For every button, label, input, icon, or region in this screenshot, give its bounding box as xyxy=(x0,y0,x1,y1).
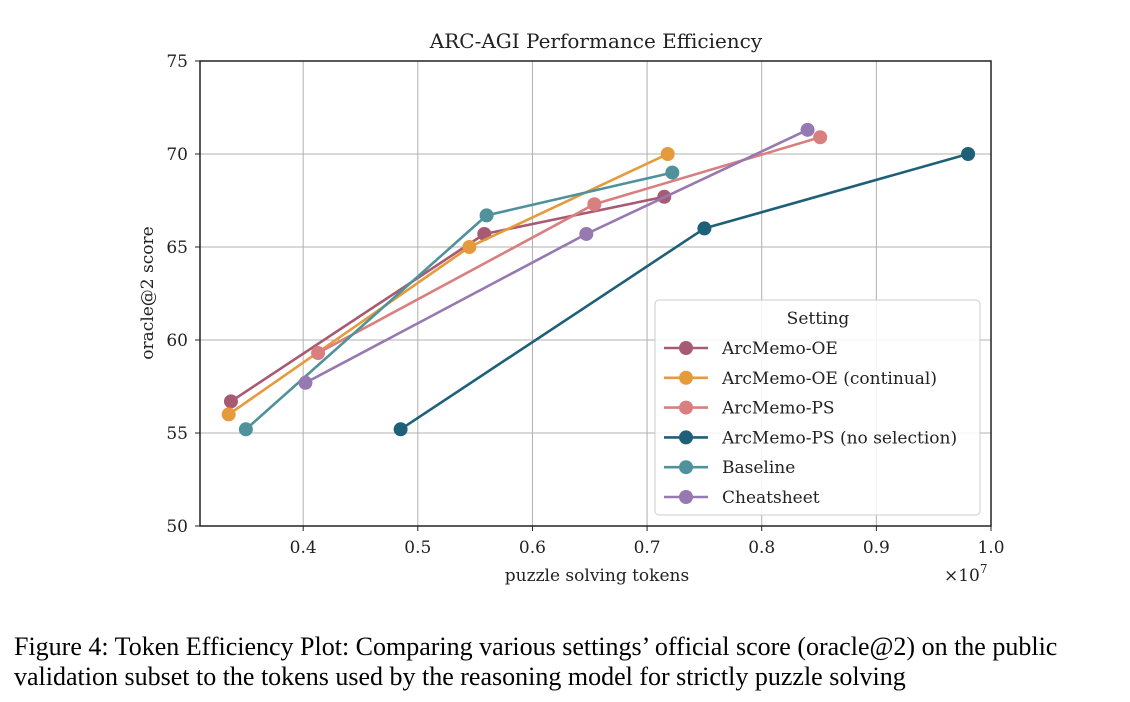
x-axis-label: puzzle solving tokens xyxy=(505,566,689,586)
data-point xyxy=(697,221,712,236)
series-5 xyxy=(238,165,680,437)
legend-box xyxy=(654,299,981,516)
y-tick-label: 60 xyxy=(166,331,188,351)
data-point xyxy=(587,197,602,212)
data-point xyxy=(298,375,313,390)
ticks: 0.4 0.5 0.6 0.7 0.8 0.9 1.0 50 55 60 65 70 75 xyxy=(166,52,1004,558)
legend-entry-label: ArcMemo-PS xyxy=(721,399,835,419)
x-tick-label: 0.4 xyxy=(290,538,317,558)
plot-frame xyxy=(199,60,992,527)
data-point xyxy=(665,165,680,180)
x-scale-exponent: 7 xyxy=(980,562,988,576)
chart-title: ARC-AGI Performance Efficiency xyxy=(429,29,763,53)
data-point xyxy=(238,422,253,437)
y-tick-label: 50 xyxy=(166,517,188,537)
legend-swatch-marker xyxy=(679,460,693,475)
data-point xyxy=(393,422,408,437)
y-tick-label: 70 xyxy=(166,145,188,165)
data-point xyxy=(221,407,236,422)
y-tick-label: 55 xyxy=(166,424,188,444)
data-point xyxy=(961,147,976,161)
legend-entry-label: Cheatsheet xyxy=(722,488,820,508)
y-tick-label: 65 xyxy=(166,238,188,258)
x-tick-label: 0.6 xyxy=(519,538,546,558)
legend-swatch-marker xyxy=(679,400,693,415)
legend-entry-label: Baseline xyxy=(722,458,795,478)
x-scale-factor: ×107 xyxy=(944,562,988,586)
series-layer xyxy=(221,122,976,437)
legend-entry-label: ArcMemo-OE (continual) xyxy=(721,369,937,389)
data-point xyxy=(223,394,238,409)
legend-swatch-marker xyxy=(679,430,693,445)
x-scale-base: ×10 xyxy=(944,566,980,586)
y-tick-label: 75 xyxy=(166,52,188,72)
series-6 xyxy=(298,122,815,390)
data-point xyxy=(479,208,494,223)
x-tick-label: 0.9 xyxy=(863,538,890,558)
chart: ARC-AGI Performance Efficiency 0.4 0.5 0.6… xyxy=(138,29,1005,586)
data-point xyxy=(800,122,815,137)
data-point xyxy=(813,130,828,145)
x-tick-label: 1.0 xyxy=(977,538,1004,558)
legend-title: Setting xyxy=(787,309,850,329)
legend-entry-label: ArcMemo-PS (no selection) xyxy=(721,428,957,448)
series-1 xyxy=(223,189,672,409)
legend: Setting ArcMemo-OE ArcMemo-OE (continual)… xyxy=(654,299,981,516)
x-tick-label: 0.7 xyxy=(634,538,661,558)
data-point xyxy=(579,226,594,241)
series-2 xyxy=(221,147,675,422)
caption-line-1: Figure 4: Token Efficiency Plot: Compari… xyxy=(14,632,1058,661)
legend-swatch-marker xyxy=(679,341,693,355)
y-axis-label: oracle@2 score xyxy=(138,226,158,359)
legend-swatch-marker xyxy=(679,490,693,504)
legend-entry-label: ArcMemo-OE xyxy=(721,339,838,359)
x-tick-label: 0.5 xyxy=(404,538,431,558)
caption-line-2: validation subset to the tokens used by … xyxy=(14,662,906,691)
data-point xyxy=(660,147,675,161)
x-tick-label: 0.8 xyxy=(748,538,775,558)
legend-swatch-marker xyxy=(679,370,693,385)
series-4 xyxy=(393,147,976,437)
data-point xyxy=(311,346,326,361)
figure-caption: Figure 4: Token Efficiency Plot: Compari… xyxy=(14,632,1124,692)
data-point xyxy=(462,240,477,254)
